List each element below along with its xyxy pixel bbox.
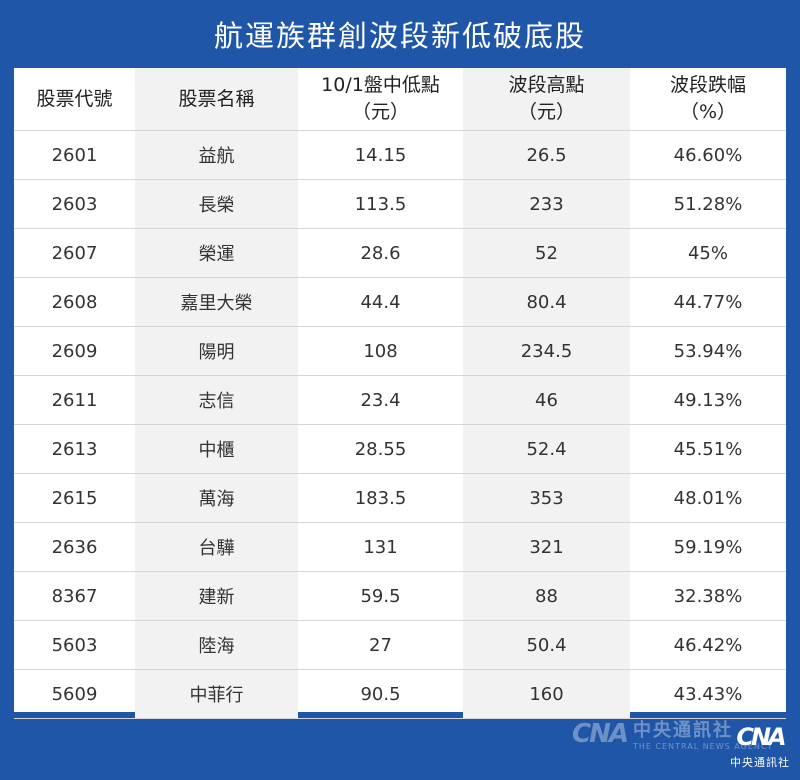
cell-stock-code: 8367 (14, 571, 135, 621)
cell-stock-name: 台驊 (135, 522, 298, 572)
cell-stock-name: 益航 (135, 130, 298, 180)
table-row: 5609 中菲行 90.5 160 43.43% (14, 669, 786, 719)
watermark-name: 中央通訊社 (632, 720, 733, 741)
cell-wave-decline: 45.51% (630, 424, 786, 474)
cell-intraday-low: 131 (298, 522, 463, 572)
cell-intraday-low: 59.5 (298, 571, 463, 621)
cell-intraday-low: 14.15 (298, 130, 463, 180)
cell-stock-code: 2611 (14, 375, 135, 425)
cell-intraday-low: 108 (298, 326, 463, 376)
header-stock-code: 股票代號 (14, 68, 135, 131)
cell-stock-name: 嘉里大榮 (135, 277, 298, 327)
cell-intraday-low: 28.55 (298, 424, 463, 474)
table-row: 2613 中櫃 28.55 52.4 45.51% (14, 424, 786, 474)
cell-stock-name: 萬海 (135, 473, 298, 523)
cell-wave-decline: 48.01% (630, 473, 786, 523)
table-row: 5603 陸海 27 50.4 46.42% (14, 620, 786, 670)
cell-stock-code: 5609 (14, 669, 135, 719)
table-header-row: 股票代號 股票名稱 10/1盤中低點 （元） 波段高點 （元） 波段跌幅 （%） (14, 68, 786, 131)
header-wave-decline: 波段跌幅 （%） (630, 68, 786, 131)
cell-wave-decline: 53.94% (630, 326, 786, 376)
header-stock-name: 股票名稱 (135, 68, 298, 131)
cell-wave-high: 46 (463, 375, 630, 425)
cell-wave-decline: 45% (630, 228, 786, 278)
table-row: 2615 萬海 183.5 353 48.01% (14, 473, 786, 523)
cell-intraday-low: 90.5 (298, 669, 463, 719)
cell-stock-name: 中菲行 (135, 669, 298, 719)
cna-logo-name: 中央通訊社 (730, 756, 790, 769)
cell-wave-high: 80.4 (463, 277, 630, 327)
stock-table-panel: 股票代號 股票名稱 10/1盤中低點 （元） 波段高點 （元） 波段跌幅 （%） 26… (14, 68, 786, 719)
cell-stock-code: 2636 (14, 522, 135, 572)
table-row: 2607 榮運 28.6 52 45% (14, 228, 786, 278)
cell-stock-name: 建新 (135, 571, 298, 621)
cell-wave-high: 52 (463, 228, 630, 278)
cell-stock-name: 中櫃 (135, 424, 298, 474)
table-row: 2601 益航 14.15 26.5 46.60% (14, 130, 786, 180)
table-row: 8367 建新 59.5 88 32.38% (14, 571, 786, 621)
cell-stock-code: 5603 (14, 620, 135, 670)
cell-wave-high: 233 (463, 179, 630, 229)
cell-stock-code: 2615 (14, 473, 135, 523)
cell-wave-decline: 44.77% (630, 277, 786, 327)
cell-wave-high: 321 (463, 522, 630, 572)
cell-stock-code: 2601 (14, 130, 135, 180)
header-wave-high: 波段高點 （元） (463, 68, 630, 131)
cell-stock-code: 2607 (14, 228, 135, 278)
cell-intraday-low: 28.6 (298, 228, 463, 278)
cell-wave-decline: 59.19% (630, 522, 786, 572)
cell-stock-code: 2609 (14, 326, 135, 376)
cell-wave-decline: 32.38% (630, 571, 786, 621)
cna-logo: CNA 中央通訊社 (728, 720, 792, 776)
table-row: 2608 嘉里大榮 44.4 80.4 44.77% (14, 277, 786, 327)
page-title: 航運族群創波段新低破底股 (213, 19, 586, 53)
cell-wave-decline: 46.42% (630, 620, 786, 670)
cna-watermark: CNA 中央通訊社 THE CENTRAL NEWS AGENCY (572, 716, 774, 752)
cna-logo-mark: CNA (736, 723, 786, 751)
watermark-english: THE CENTRAL NEWS AGENCY (632, 742, 774, 751)
header-intraday-low: 10/1盤中低點 （元） (298, 68, 463, 131)
cell-stock-code: 2608 (14, 277, 135, 327)
cell-wave-decline: 49.13% (630, 375, 786, 425)
cell-intraday-low: 27 (298, 620, 463, 670)
cell-stock-name: 志信 (135, 375, 298, 425)
stock-table: 股票代號 股票名稱 10/1盤中低點 （元） 波段高點 （元） 波段跌幅 （%） 26… (14, 68, 786, 719)
cell-wave-high: 88 (463, 571, 630, 621)
cell-stock-name: 陽明 (135, 326, 298, 376)
cell-intraday-low: 44.4 (298, 277, 463, 327)
table-row: 2636 台驊 131 321 59.19% (14, 522, 786, 572)
cell-wave-decline: 51.28% (630, 179, 786, 229)
cell-wave-high: 52.4 (463, 424, 630, 474)
cell-intraday-low: 183.5 (298, 473, 463, 523)
table-row: 2611 志信 23.4 46 49.13% (14, 375, 786, 425)
cell-stock-name: 陸海 (135, 620, 298, 670)
cell-wave-high: 26.5 (463, 130, 630, 180)
cell-intraday-low: 113.5 (298, 179, 463, 229)
cell-stock-code: 2603 (14, 179, 135, 229)
cell-stock-name: 榮運 (135, 228, 298, 278)
cell-wave-decline: 43.43% (630, 669, 786, 719)
cell-stock-code: 2613 (14, 424, 135, 474)
cell-wave-high: 160 (463, 669, 630, 719)
table-row: 2603 長榮 113.5 233 51.28% (14, 179, 786, 229)
cell-intraday-low: 23.4 (298, 375, 463, 425)
table-row: 2609 陽明 108 234.5 53.94% (14, 326, 786, 376)
watermark-logo: CNA (572, 718, 629, 749)
cell-wave-high: 50.4 (463, 620, 630, 670)
cell-wave-high: 234.5 (463, 326, 630, 376)
cell-wave-decline: 46.60% (630, 130, 786, 180)
cell-stock-name: 長榮 (135, 179, 298, 229)
cell-wave-high: 353 (463, 473, 630, 523)
